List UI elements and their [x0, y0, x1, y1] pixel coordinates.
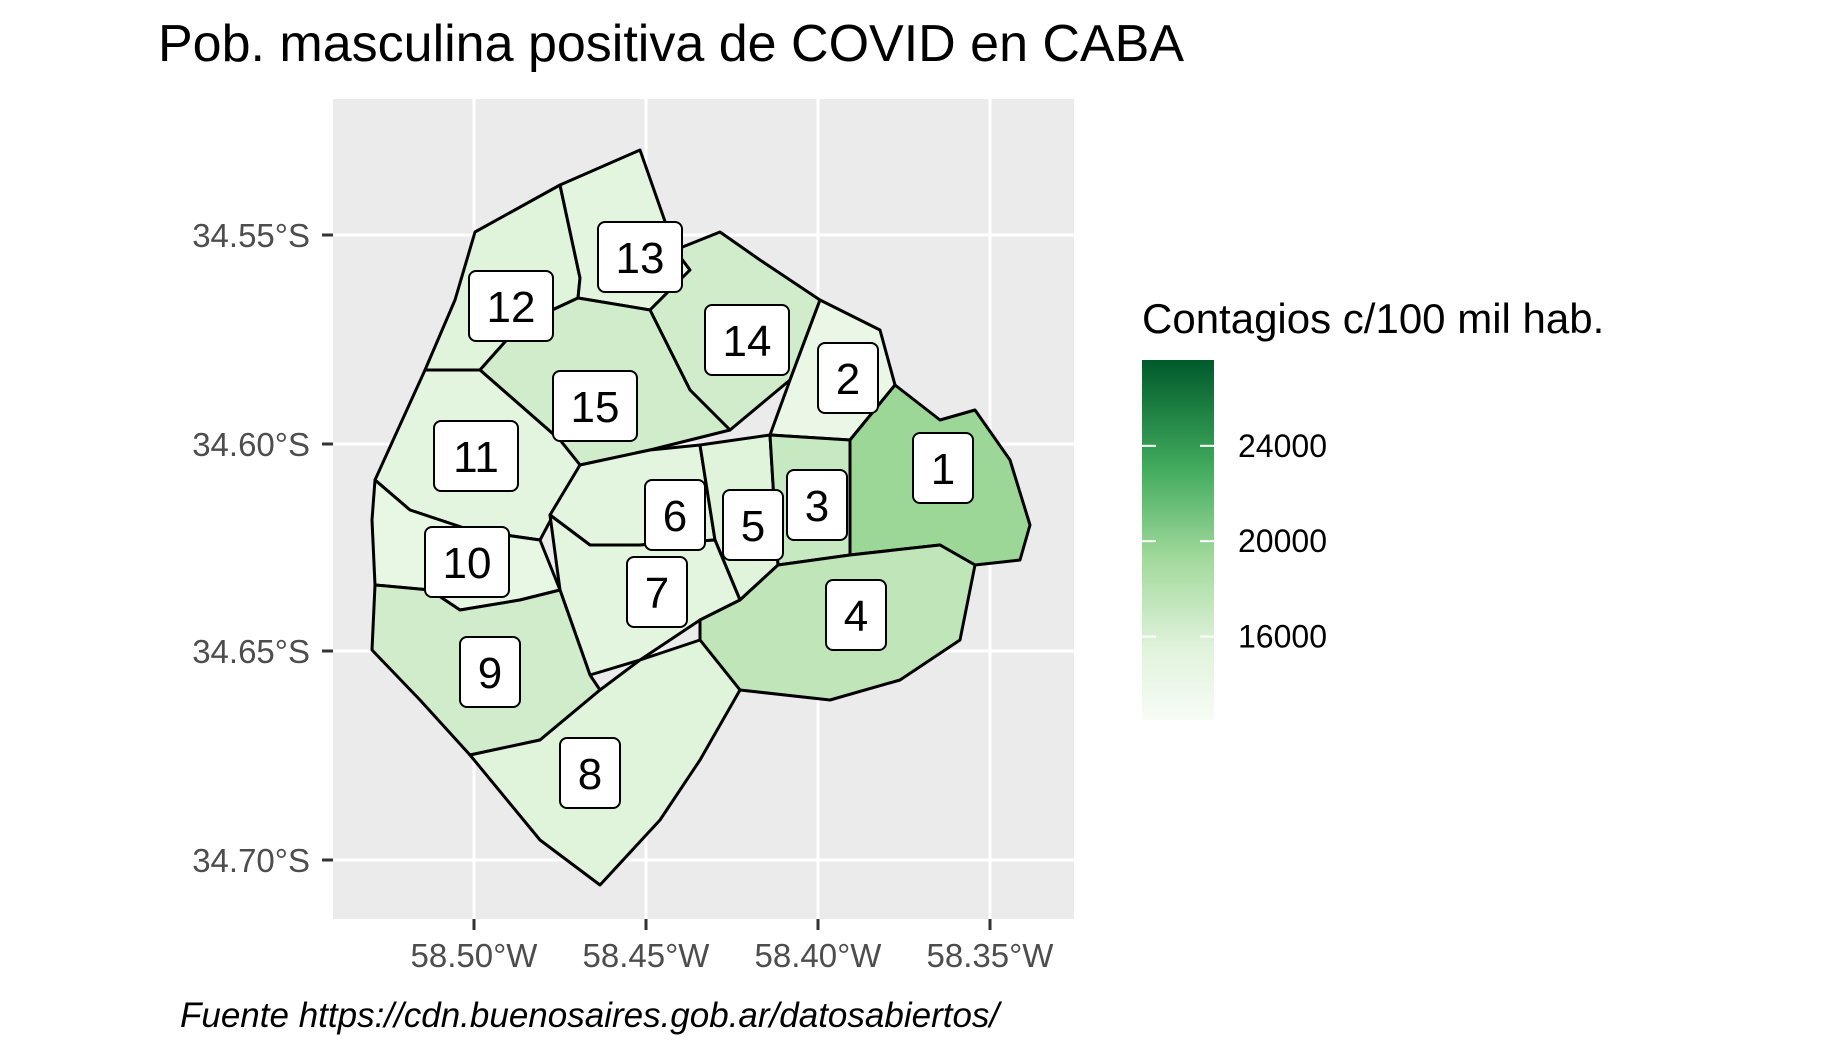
commune-label-text: 3	[805, 482, 829, 531]
commune-label-text: 5	[741, 502, 765, 551]
x-tick-label-4: 58.35°W	[927, 937, 1055, 974]
y-tick-label-2: 34.60°S	[192, 426, 310, 463]
commune-label-15: 15	[552, 370, 638, 442]
source-caption: Fuente https://cdn.buenosaires.gob.ar/da…	[180, 996, 1000, 1035]
commune-label-6: 6	[644, 479, 706, 551]
legend-colorbar	[1142, 360, 1214, 720]
commune-label-text: 4	[844, 592, 868, 641]
commune-label-box	[912, 432, 974, 504]
commune-label-text: 11	[453, 433, 499, 482]
commune-label-9: 9	[459, 636, 521, 708]
commune-label-3: 3	[786, 469, 848, 541]
commune-label-text: 7	[645, 569, 669, 618]
x-tick-label-3: 58.40°W	[755, 937, 883, 974]
legend-tick-label: 20000	[1238, 523, 1327, 559]
legend-ticks: 24000 20000 16000	[1142, 428, 1327, 655]
commune-label-text: 2	[836, 355, 860, 404]
commune-label-box	[786, 469, 848, 541]
commune-label-box	[459, 636, 521, 708]
commune-label-box	[644, 479, 706, 551]
commune-label-box	[559, 737, 621, 809]
legend-title: Contagios c/100 mil hab.	[1142, 295, 1604, 342]
commune-label-box	[722, 489, 784, 561]
y-tick-label-3: 34.65°S	[192, 633, 310, 670]
commune-label-box	[817, 342, 879, 414]
commune-label-text: 1	[931, 445, 955, 494]
commune-label-box	[433, 420, 519, 492]
commune-label-5: 5	[722, 489, 784, 561]
commune-label-box	[424, 526, 510, 598]
commune-label-2: 2	[817, 342, 879, 414]
x-tick-label-2: 58.45°W	[583, 937, 711, 974]
commune-label-box	[597, 221, 683, 293]
commune-label-box	[468, 270, 554, 342]
y-axis-labels: 34.55°S 34.60°S 34.65°S 34.70°S	[192, 217, 310, 879]
legend-tick-label: 16000	[1238, 619, 1327, 655]
x-axis-labels: 58.50°W 58.45°W 58.40°W 58.35°W	[411, 937, 1055, 974]
commune-label-text: 9	[478, 649, 502, 698]
axis-ticks	[322, 233, 992, 930]
commune-label-text: 12	[487, 283, 536, 332]
commune-label-14: 14	[704, 304, 790, 376]
chart-title: Pob. masculina positiva de COVID en CABA	[158, 15, 1185, 73]
legend: Contagios c/100 mil hab. 24000 20000 16000	[1142, 295, 1604, 720]
commune-label-text: 6	[663, 492, 687, 541]
commune-label-box	[704, 304, 790, 376]
commune-label-text: 15	[571, 383, 620, 432]
commune-label-4: 4	[825, 579, 887, 651]
commune-label-13: 13	[597, 221, 683, 293]
commune-label-box	[552, 370, 638, 442]
commune-label-11: 11	[433, 420, 519, 492]
y-tick-label-4: 34.70°S	[192, 842, 310, 879]
commune-label-8: 8	[559, 737, 621, 809]
commune-label-text: 8	[578, 750, 602, 799]
commune-label-box	[626, 556, 688, 628]
commune-label-1: 1	[912, 432, 974, 504]
y-tick-label-1: 34.55°S	[192, 217, 310, 254]
commune-label-7: 7	[626, 556, 688, 628]
commune-label-text: 10	[443, 539, 492, 588]
legend-tick-label: 24000	[1238, 428, 1327, 464]
commune-label-12: 12	[468, 270, 554, 342]
commune-label-10: 10	[424, 526, 510, 598]
commune-label-text: 14	[723, 317, 772, 366]
commune-label-text: 13	[616, 234, 665, 283]
x-tick-label-1: 58.50°W	[411, 937, 539, 974]
commune-label-box	[825, 579, 887, 651]
